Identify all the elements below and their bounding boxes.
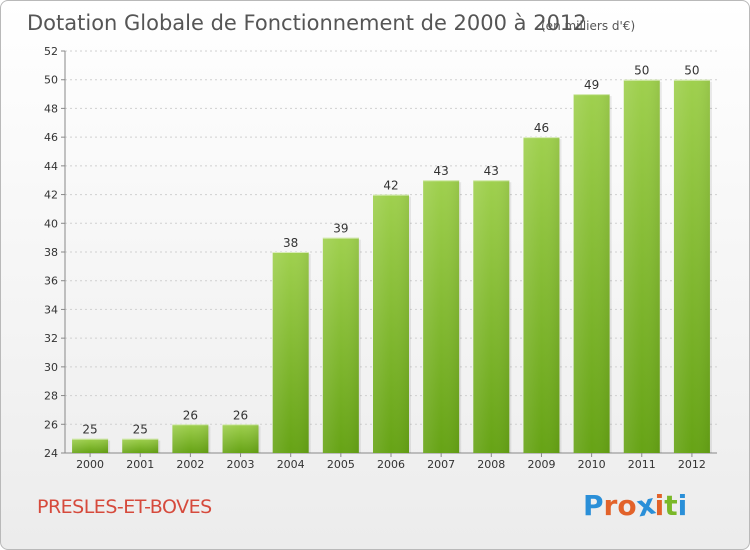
- brand-logo-letter: o: [617, 489, 637, 522]
- brand-logo-letter: t: [664, 489, 678, 522]
- bar-highlight: [72, 438, 109, 453]
- bar-value-label: 39: [333, 222, 348, 236]
- brand-logo: Proxiti: [583, 487, 688, 523]
- y-tick-label: 42: [44, 189, 58, 202]
- x-tick-label: 2001: [126, 458, 154, 471]
- place-name: PRESLES-ET-BOVES: [37, 496, 212, 518]
- brand-logo-letter: P: [583, 489, 604, 522]
- y-tick-label: 46: [44, 131, 58, 144]
- y-tick-label: 30: [44, 361, 58, 374]
- x-tick-label: 2011: [628, 458, 656, 471]
- bar-highlight: [222, 424, 259, 453]
- bar-value-label: 49: [584, 78, 599, 92]
- bar-value-label: 26: [233, 408, 248, 422]
- x-tick-label: 2006: [377, 458, 405, 471]
- x-tick-label: 2002: [176, 458, 204, 471]
- bar-highlight: [373, 194, 409, 454]
- y-tick-label: 36: [44, 275, 58, 288]
- bar-value-label: 42: [383, 179, 398, 193]
- y-tick-label: 26: [44, 418, 58, 431]
- chart-title: Dotation Globale de Fonctionnement de 20…: [27, 11, 587, 35]
- y-tick-label: 48: [44, 102, 58, 115]
- y-tick-label: 40: [44, 217, 58, 230]
- bar-value-label: 25: [82, 423, 97, 437]
- y-tick-label: 24: [44, 447, 58, 460]
- bar-highlight: [623, 79, 660, 453]
- brand-logo-letter: i: [677, 489, 688, 522]
- x-tick-label: 2007: [427, 458, 455, 471]
- bar-value-label: 46: [534, 121, 549, 135]
- y-tick-label: 44: [44, 160, 58, 173]
- y-tick-label: 32: [44, 332, 58, 345]
- bar-value-label: 43: [434, 164, 449, 178]
- y-tick-label: 38: [44, 246, 58, 259]
- bar-highlight: [272, 252, 309, 453]
- brand-logo-letter: r: [603, 489, 618, 522]
- bar-highlight: [122, 438, 159, 453]
- bar-highlight: [172, 424, 209, 453]
- chart-subtitle: (en milliers d'€): [541, 19, 635, 33]
- bars: [72, 79, 712, 454]
- bar-highlight: [673, 79, 710, 453]
- bar-value-label: 50: [634, 64, 649, 78]
- bar-highlight: [523, 137, 560, 453]
- bar-highlight: [423, 180, 460, 453]
- x-tick-label: 2008: [477, 458, 505, 471]
- bar-value-label: 25: [133, 423, 148, 437]
- x-tick-label: 2004: [277, 458, 305, 471]
- y-tick-label: 52: [44, 45, 58, 58]
- y-tick-label: 50: [44, 74, 58, 87]
- x-tick-label: 2012: [678, 458, 706, 471]
- bar-highlight: [322, 237, 359, 453]
- x-tick-label: 2003: [227, 458, 255, 471]
- bar-highlight: [573, 94, 610, 454]
- brand-logo-letter: i: [654, 489, 665, 522]
- labels: 24 26 28 30 32 34 36 38 40 42 44 46 48 50 52 2000 25 2001…: [44, 45, 706, 471]
- y-tick-label: 28: [44, 390, 58, 403]
- bar-highlight: [473, 180, 510, 453]
- y-tick-label: 34: [44, 303, 58, 316]
- bar-value-label: 50: [684, 64, 699, 78]
- bar-value-label: 26: [183, 408, 198, 422]
- bar-value-label: 38: [283, 236, 298, 250]
- x-tick-label: 2000: [76, 458, 104, 471]
- bar-value-label: 43: [484, 164, 499, 178]
- x-tick-label: 2009: [527, 458, 555, 471]
- x-tick-label: 2010: [578, 458, 606, 471]
- x-tick-label: 2005: [327, 458, 355, 471]
